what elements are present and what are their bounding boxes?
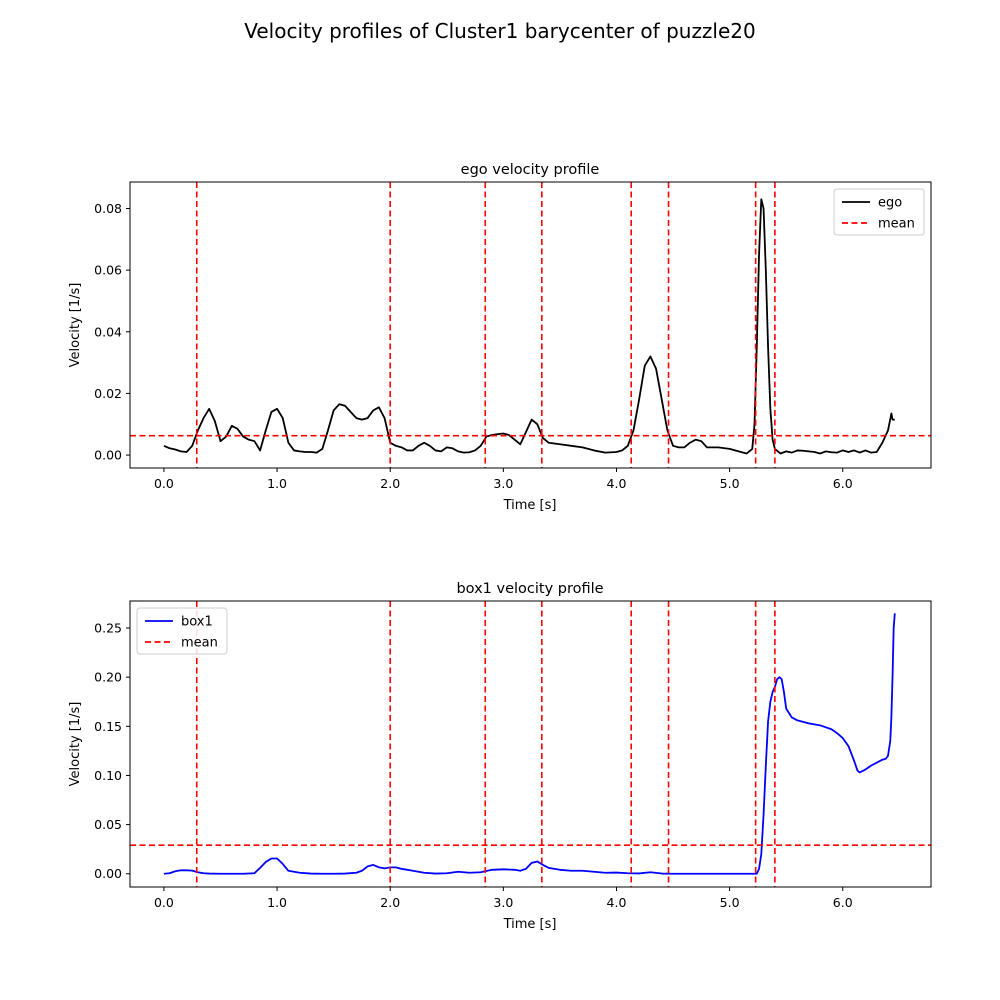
ego-x-tick-label: 5.0 — [720, 476, 740, 491]
ego-velocity-line — [164, 199, 895, 453]
ego-plot-title: ego velocity profile — [461, 162, 600, 178]
ego-y-tick-label: 0.06 — [94, 263, 122, 278]
ego-y-tick-label: 0.02 — [94, 386, 122, 401]
ego-y-axis-label: Velocity [1/s] — [68, 283, 83, 368]
box1-velocity-line — [164, 613, 895, 873]
box1-x-axis-label: Time [s] — [503, 917, 557, 932]
ego-axes-frame — [130, 182, 931, 468]
box1-legend: box1 mean — [137, 608, 227, 654]
box1-velocity-plot: box1 velocity profile Time [s] Velocity … — [68, 581, 931, 932]
box1-y-tick-label: 0.00 — [94, 866, 122, 881]
box1-x-tick-label: 2.0 — [380, 895, 400, 910]
box1-x-tick-label: 5.0 — [720, 895, 740, 910]
box1-plot-title: box1 velocity profile — [456, 581, 603, 597]
box1-y-tick-label: 0.20 — [94, 670, 122, 685]
box1-x-tick-label: 4.0 — [607, 895, 627, 910]
box1-legend-label-mean: mean — [181, 636, 218, 651]
box1-y-tick-label: 0.10 — [94, 768, 122, 783]
box1-x-tick-label: 0.0 — [154, 895, 174, 910]
ego-velocity-plot: ego velocity profile Time [s] Velocity [… — [68, 162, 931, 513]
ego-x-tick-label: 0.0 — [154, 476, 174, 491]
ego-y-tick-label: 0.00 — [94, 448, 122, 463]
box1-y-tick-label: 0.15 — [94, 719, 122, 734]
box1-x-tick-label: 6.0 — [833, 895, 853, 910]
box1-x-tick-label: 1.0 — [267, 895, 287, 910]
box1-y-axis-label: Velocity [1/s] — [68, 702, 83, 787]
ego-y-tick-label: 0.08 — [94, 201, 122, 216]
ego-legend-label-ego: ego — [878, 196, 902, 211]
ego-x-tick-label: 4.0 — [607, 476, 627, 491]
figure-title: Velocity profiles of Cluster1 barycenter… — [244, 19, 756, 43]
ego-x-tick-label: 6.0 — [833, 476, 853, 491]
box1-x-tick-label: 3.0 — [493, 895, 513, 910]
ego-x-axis-label: Time [s] — [503, 498, 557, 513]
ego-legend-label-mean: mean — [878, 217, 915, 232]
ego-x-tick-label: 1.0 — [267, 476, 287, 491]
ego-y-tick-label: 0.04 — [94, 324, 122, 339]
ego-legend: ego mean — [834, 189, 924, 235]
box1-axes-frame — [130, 601, 931, 887]
box1-legend-label-box1: box1 — [181, 615, 213, 630]
box1-y-tick-label: 0.05 — [94, 817, 122, 832]
ego-x-tick-label: 3.0 — [493, 476, 513, 491]
box1-y-tick-label: 0.25 — [94, 621, 122, 636]
ego-x-tick-label: 2.0 — [380, 476, 400, 491]
